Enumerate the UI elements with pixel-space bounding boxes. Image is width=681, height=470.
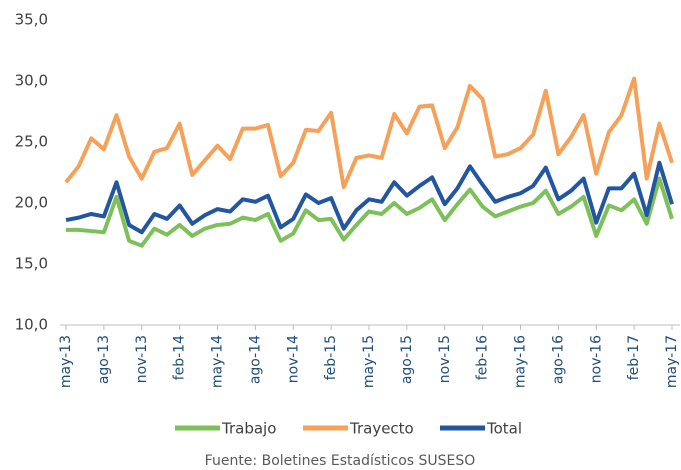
x-tick-label: nov-16 xyxy=(588,335,604,383)
x-tick-label: ago-14 xyxy=(247,335,263,384)
y-tick-label: 10,0 xyxy=(15,316,48,334)
x-tick-label: nov-14 xyxy=(285,335,301,383)
x-tick-label: ago-13 xyxy=(96,335,112,384)
x-tick-label: ago-15 xyxy=(399,335,415,384)
y-tick-label: 25,0 xyxy=(15,133,48,151)
x-tick-label: feb-15 xyxy=(323,335,339,380)
series-line xyxy=(64,76,674,190)
x-tick-label: nov-15 xyxy=(437,335,453,383)
x-tick-label: may-14 xyxy=(210,335,226,388)
x-tick-label: feb-17 xyxy=(626,335,642,380)
x-tick-label: may-13 xyxy=(58,335,74,388)
legend-label: Trayecto xyxy=(349,420,414,438)
x-tick-label: feb-16 xyxy=(475,335,491,380)
x-tick-label: ago-16 xyxy=(550,335,566,384)
series-line xyxy=(66,176,674,248)
legend-label: Total xyxy=(486,420,522,438)
x-tick-label: may-15 xyxy=(361,335,377,388)
y-tick-label: 35,0 xyxy=(15,11,48,29)
x-tick-label: feb-14 xyxy=(172,335,188,380)
x-tick-label: may-17 xyxy=(664,335,680,388)
y-tick-label: 20,0 xyxy=(15,194,48,212)
legend-label: Trabajo xyxy=(221,420,276,438)
x-tick-label: nov-13 xyxy=(134,335,150,383)
y-tick-label: 30,0 xyxy=(15,72,48,90)
source: Fuente: Boletines Estadísticos SUSESO xyxy=(205,453,476,469)
x-tick-label: may-16 xyxy=(513,335,529,388)
series-line xyxy=(65,160,674,235)
y-tick-label: 15,0 xyxy=(15,255,48,273)
